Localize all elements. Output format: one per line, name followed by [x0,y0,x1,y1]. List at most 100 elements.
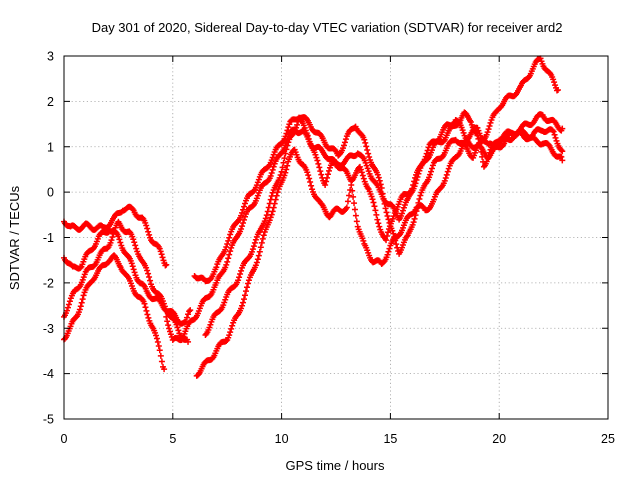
data-point [241,203,248,210]
data-point [167,328,174,335]
y-tick-label: -2 [43,276,54,290]
data-point [221,299,228,306]
data-point [441,177,448,184]
data-point [157,248,164,255]
data-point [294,121,301,128]
data-point [167,331,174,338]
data-point [486,123,493,130]
data-point [185,338,192,345]
data-point [362,139,369,146]
data-point [241,296,248,303]
data-point [115,233,122,240]
data-point [342,136,349,143]
data-point [559,148,566,155]
data-point [224,258,231,265]
data-point [363,162,370,169]
data-point [363,143,370,150]
data-point [385,248,392,255]
data-point [276,174,283,181]
y-tick-label: -4 [43,367,54,381]
data-point [360,175,367,182]
data-point [549,127,556,134]
data-point [166,325,173,332]
data-point [443,171,450,178]
data-point [399,207,406,214]
data-point [235,277,242,284]
data-point [410,181,417,188]
y-tick-label: 3 [47,50,54,64]
x-tick-label: 15 [383,432,397,446]
data-point [225,255,232,262]
data-point [238,267,245,274]
data-point [80,274,87,281]
data-point [349,187,356,194]
y-tick-label: 1 [47,140,54,154]
data-point [223,244,230,251]
data-point [129,263,136,270]
data-point [399,210,406,217]
data-point [365,150,372,157]
data-point [111,227,118,234]
data-point [304,169,311,176]
data-point [186,308,193,315]
data-point [410,219,417,226]
data-point [558,153,565,160]
data-point [550,128,557,135]
data-point [384,232,391,239]
data-point [315,160,322,167]
data-point [154,339,161,346]
data-point [64,304,71,311]
data-point [425,144,432,151]
data-point [117,239,124,246]
data-point [284,142,291,149]
data-point [304,132,311,139]
data-point [245,277,252,284]
series-track-5 [163,109,566,344]
data-point [323,178,330,185]
data-point [554,87,561,94]
data-point [284,127,291,134]
data-marks [61,55,566,379]
data-point [222,296,229,303]
data-point [412,174,419,181]
data-point [343,204,350,211]
data-point [313,154,320,161]
data-point [153,332,160,339]
data-point [227,329,234,336]
data-point [132,242,139,249]
data-point [239,209,246,216]
data-point [262,215,269,222]
data-point [131,269,138,276]
data-point [161,366,168,373]
data-point [164,318,171,325]
x-tick-label: 5 [169,432,176,446]
data-point [143,222,150,229]
data-point [269,166,276,173]
data-point [240,220,247,227]
series-track-8 [202,115,566,339]
data-point [158,358,165,365]
data-point [269,189,276,196]
data-point [131,239,138,246]
data-point [357,166,364,173]
x-tick-label: 25 [601,432,615,446]
y-tick-label: 2 [47,95,54,109]
data-point [353,218,360,225]
data-point [79,276,86,283]
data-point [358,169,365,176]
data-point [389,227,396,234]
data-point [314,157,321,164]
data-point [312,151,319,158]
data-point [110,230,117,237]
data-point [360,237,367,244]
series-track-1 [61,203,170,269]
data-point [213,264,220,271]
data-point [223,261,230,268]
data-point [263,212,270,219]
series-track-3 [61,252,168,373]
data-point [227,231,234,238]
data-point [254,192,261,199]
data-point [411,178,418,185]
data-point [267,173,274,180]
data-point [371,203,378,210]
